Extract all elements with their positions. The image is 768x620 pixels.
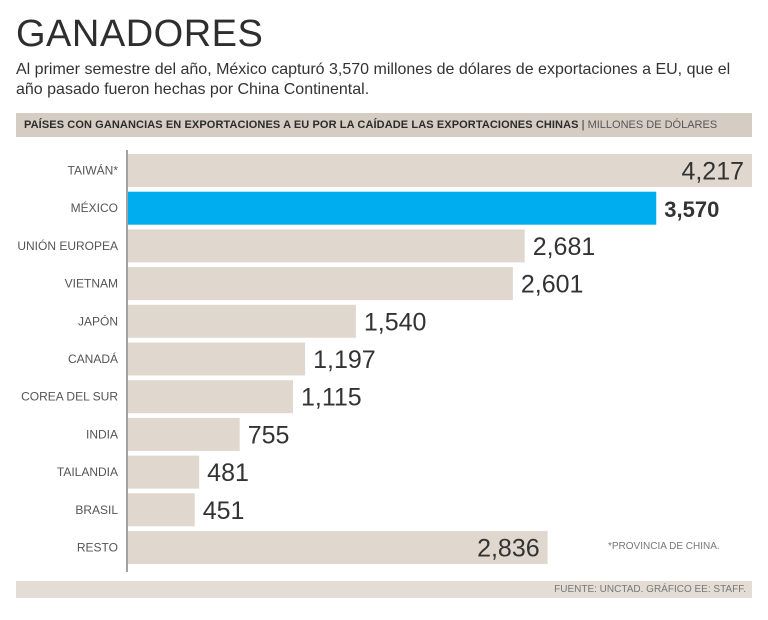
value-label-resto: 2,836 — [477, 535, 540, 563]
chart-heading: PAÍSES CON GANANCIAS EN EXPORTACIONES A … — [24, 119, 579, 131]
bar-taiwan — [128, 154, 752, 187]
value-label-india: 755 — [248, 421, 290, 449]
bar-mexico — [128, 191, 657, 225]
units-label: MILLONES DE DÓLARES — [587, 119, 718, 131]
category-label-resto: RESTO — [77, 541, 118, 555]
value-label-vietnam: 2,601 — [521, 271, 584, 299]
chart-subtitle: Al primer semestre del año, México captu… — [16, 61, 731, 98]
value-label-japon: 1,540 — [364, 308, 427, 336]
bar-brasil — [128, 493, 195, 527]
footnote: *PROVINCIA DE CHINA. — [608, 541, 720, 552]
chart-title: GANADORES — [16, 13, 264, 55]
value-label-taiwan: 4,217 — [681, 158, 744, 186]
source-footer: FUENTE: UNCTAD. GRÁFICO EE: STAFF. — [16, 581, 752, 598]
bar-union-europea — [128, 229, 525, 263]
category-label-union-europea: UNIÓN EUROPEA — [17, 238, 118, 253]
category-label-india: INDIA — [86, 427, 118, 441]
category-label-vietnam: VIETNAM — [65, 277, 118, 291]
category-label-mexico: MÉXICO — [71, 200, 118, 215]
bar-corea-del-sur — [128, 380, 293, 414]
bar-canada — [128, 342, 306, 376]
category-label-tailandia: TAILANDIA — [57, 465, 118, 479]
category-label-taiwan: TAIWÁN* — [68, 163, 119, 178]
value-label-canada: 1,197 — [313, 346, 376, 374]
bar-resto — [128, 531, 548, 564]
bar-japon — [128, 304, 356, 338]
chart-heading-band: PAÍSES CON GANANCIAS EN EXPORTACIONES A … — [16, 113, 752, 137]
bar-india — [128, 417, 240, 451]
value-label-mexico: 3,570 — [664, 197, 719, 222]
category-label-canada: CANADÁ — [68, 351, 118, 366]
category-label-brasil: BRASIL — [75, 503, 118, 517]
value-label-tailandia: 481 — [207, 459, 249, 487]
bar-tailandia — [128, 455, 200, 489]
value-label-union-europea: 2,681 — [533, 233, 596, 261]
category-label-corea-del-sur: COREA DEL SUR — [21, 390, 118, 404]
category-label-japon: JAPÓN — [78, 313, 118, 328]
value-label-brasil: 451 — [203, 497, 245, 525]
bar-vietnam — [128, 267, 513, 301]
value-label-corea-del-sur: 1,115 — [301, 384, 362, 412]
heading-separator: | — [581, 119, 585, 131]
